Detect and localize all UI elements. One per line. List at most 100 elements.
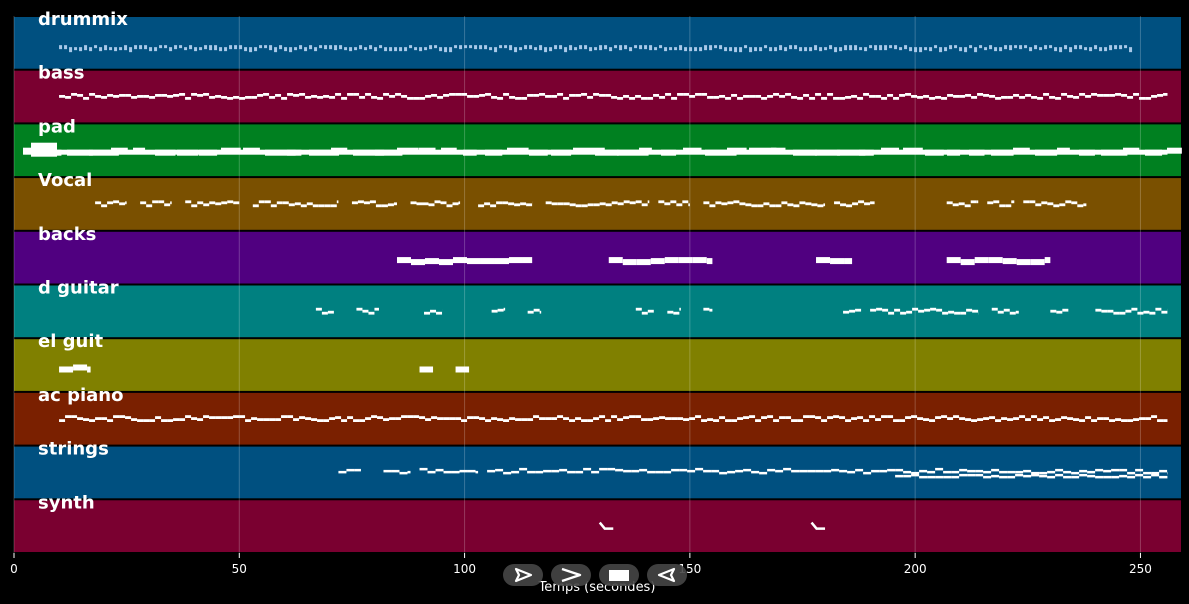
note-mark [1004, 45, 1008, 50]
next-button[interactable] [551, 564, 591, 586]
note-mark [375, 149, 403, 156]
note-mark [971, 95, 978, 99]
note-mark [377, 416, 384, 419]
note-mark [1084, 47, 1088, 51]
note-mark [719, 416, 726, 419]
note-mark [309, 149, 340, 156]
note-mark [983, 470, 992, 474]
note-mark [502, 201, 509, 205]
note-mark [413, 96, 420, 100]
note-mark [428, 203, 435, 207]
note-mark [1163, 92, 1168, 96]
note-mark [719, 471, 728, 475]
note-mark [1030, 259, 1045, 266]
note-mark [767, 415, 774, 418]
note-mark [1139, 96, 1146, 100]
note-mark [59, 45, 63, 50]
note-mark [911, 473, 920, 477]
note-mark [701, 419, 708, 422]
note-mark [65, 95, 72, 99]
note-mark [416, 202, 423, 206]
note-mark [311, 418, 318, 421]
note-mark [229, 45, 233, 50]
note-mark [791, 469, 800, 473]
note-mark [161, 93, 168, 97]
play-reverse-button[interactable] [647, 564, 687, 586]
note-mark [1044, 257, 1051, 264]
track-label: bass [38, 63, 84, 84]
note-mark [695, 467, 704, 471]
note-mark [245, 419, 252, 422]
note-mark [943, 475, 952, 479]
note-mark [863, 92, 870, 96]
note-mark [935, 416, 942, 419]
note-mark [94, 45, 98, 49]
note-mark [829, 45, 833, 50]
note-mark [305, 95, 312, 99]
track-label: Vocal [38, 170, 92, 191]
note-mark [1053, 204, 1060, 208]
note-mark [1049, 45, 1053, 49]
note-mark [674, 47, 678, 51]
note-mark [79, 47, 83, 52]
note-mark [243, 147, 260, 154]
note-mark [184, 47, 188, 51]
note-mark [407, 415, 414, 418]
note-mark [1067, 94, 1074, 98]
note-mark [598, 521, 614, 530]
note-mark [407, 96, 414, 100]
note-mark [1023, 200, 1030, 204]
note-mark [509, 45, 513, 51]
notes-strings [338, 467, 1168, 479]
note-mark [949, 45, 953, 50]
note-mark [611, 415, 618, 418]
note-mark [595, 149, 619, 156]
note-mark [905, 92, 912, 96]
note-mark [155, 416, 162, 419]
note-mark [847, 470, 856, 474]
note-mark [604, 45, 608, 50]
note-mark [74, 47, 78, 51]
stop-button[interactable] [599, 564, 639, 586]
note-mark [754, 47, 758, 52]
note-mark [724, 47, 728, 52]
note-mark [535, 470, 544, 474]
note-mark [935, 475, 944, 479]
note-mark [695, 415, 702, 418]
note-mark [464, 45, 468, 49]
note-mark [1103, 475, 1112, 479]
note-mark [65, 415, 72, 418]
note-mark [1109, 419, 1116, 422]
note-mark [410, 259, 425, 266]
note-mark [452, 257, 467, 264]
note-mark [1095, 468, 1104, 472]
note-mark [434, 200, 441, 204]
play-forward-button[interactable] [503, 564, 543, 586]
note-mark [397, 147, 419, 154]
note-mark [478, 204, 485, 208]
note-mark [884, 45, 888, 51]
note-mark [935, 95, 942, 99]
note-mark [269, 418, 276, 421]
track-label: strings [38, 439, 109, 460]
note-mark [101, 95, 108, 99]
note-mark [293, 418, 300, 421]
note-mark [1061, 92, 1068, 96]
note-mark [363, 201, 370, 205]
note-mark [1056, 310, 1063, 314]
note-mark [846, 204, 853, 208]
note-mark [353, 92, 360, 96]
note-mark [1005, 204, 1012, 208]
track-lane-el-guit [14, 339, 1181, 391]
note-mark [629, 47, 633, 52]
note-mark [467, 469, 476, 473]
note-mark [941, 96, 948, 100]
note-mark [276, 201, 283, 205]
note-mark [431, 93, 438, 97]
notes-d-guitar [315, 307, 1168, 315]
note-mark [751, 470, 760, 474]
note-mark [692, 257, 707, 264]
note-mark [623, 416, 630, 419]
note-mark [1155, 307, 1162, 311]
note-mark [511, 470, 520, 474]
